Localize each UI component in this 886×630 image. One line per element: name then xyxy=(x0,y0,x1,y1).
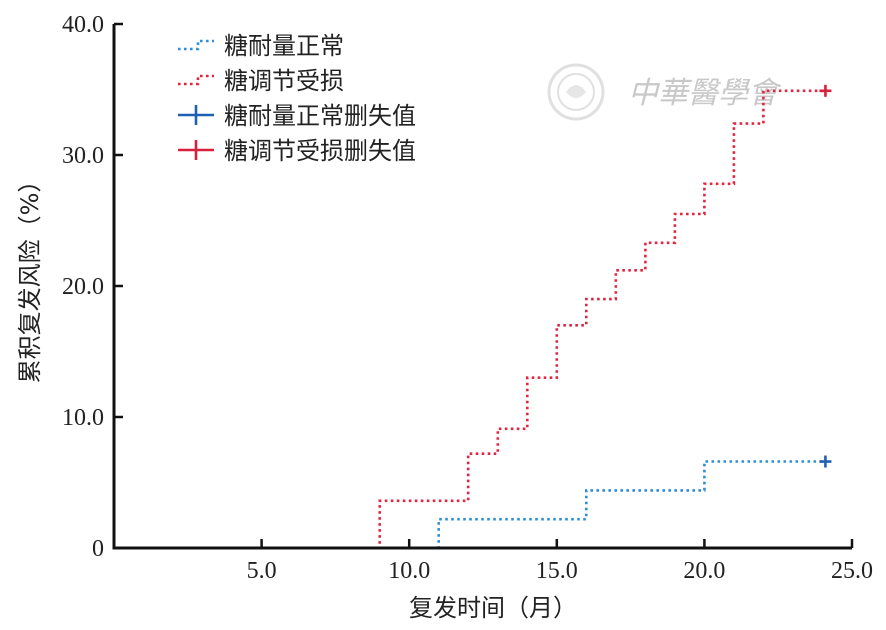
axes: 5.0 10.0 15.0 20.0 25.0 0 10.0 20.0 30.0 40.0 复发时间… xyxy=(16,12,873,622)
watermark-seal-icon xyxy=(547,63,605,121)
legend-swatch-0 xyxy=(178,39,214,51)
watermark: 中華醫學會 xyxy=(547,63,782,121)
legend-swatch-3 xyxy=(178,140,214,160)
legend-swatch-1 xyxy=(178,74,214,86)
y-axis-title: 累积复发风险（%） xyxy=(16,169,44,384)
x-tick-label-2: 15.0 xyxy=(536,558,578,584)
y-tick-label-0: 0 xyxy=(92,536,104,562)
y-tick-label-4: 40.0 xyxy=(62,12,104,38)
legend-swatch-2 xyxy=(178,105,214,125)
legend-item-2: 糖耐量正常删失值 xyxy=(178,102,416,130)
x-axis-title: 复发时间（月） xyxy=(409,594,577,622)
y-tick-label-2: 20.0 xyxy=(62,274,104,300)
legend-label-2: 糖耐量正常删失值 xyxy=(224,102,416,130)
legend-label-1: 糖调节受损 xyxy=(224,67,344,95)
plot-area xyxy=(114,84,832,550)
legend-label-0: 糖耐量正常 xyxy=(224,32,344,60)
series-line-1 xyxy=(114,89,826,550)
legend-label-3: 糖调节受损删失值 xyxy=(224,137,416,165)
legend-item-3: 糖调节受损删失值 xyxy=(178,137,416,165)
x-tick-label-0: 5.0 xyxy=(247,558,277,584)
censor-mark-0 xyxy=(819,455,832,468)
y-tick-label-3: 30.0 xyxy=(62,143,104,169)
y-tick-label-1: 10.0 xyxy=(62,405,104,431)
x-tick-label-1: 10.0 xyxy=(388,558,430,584)
legend-item-1: 糖调节受损 xyxy=(178,67,344,95)
series-line-0 xyxy=(114,460,826,550)
x-tick-label-3: 20.0 xyxy=(683,558,725,584)
x-tick-label-4: 25.0 xyxy=(831,558,873,584)
watermark-text: 中華醫學會 xyxy=(628,76,782,111)
legend-item-0: 糖耐量正常 xyxy=(178,32,344,60)
censor-mark-1 xyxy=(819,84,832,97)
